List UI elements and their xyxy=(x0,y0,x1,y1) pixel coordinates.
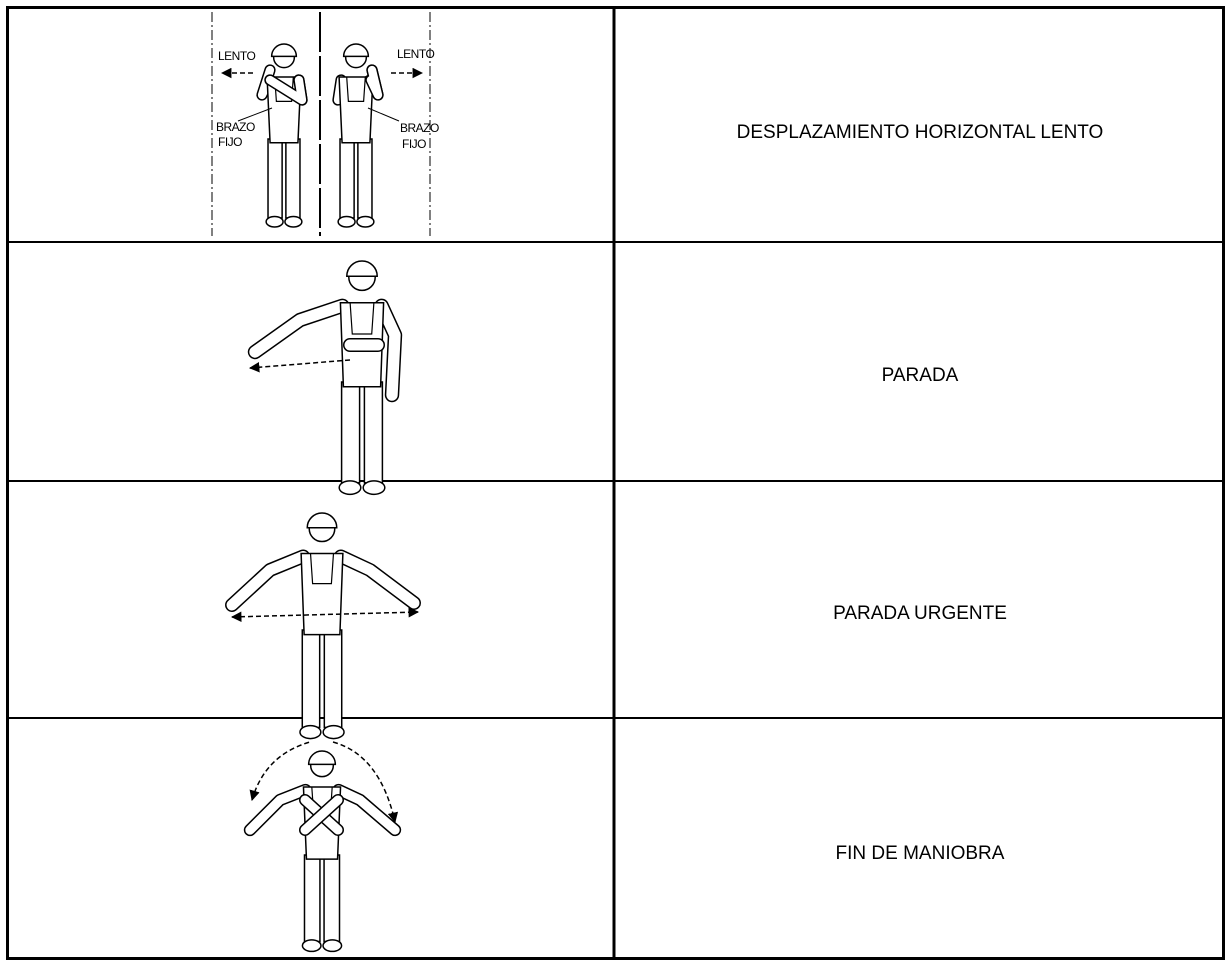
leg xyxy=(267,138,283,219)
signal-name: PARADA URGENTE xyxy=(833,603,1007,624)
foot xyxy=(362,480,386,496)
table-borders xyxy=(6,6,1225,960)
helmet xyxy=(270,43,298,58)
foot xyxy=(322,724,345,740)
foot xyxy=(265,215,284,228)
helmet xyxy=(342,43,370,58)
foot xyxy=(337,215,356,228)
torso xyxy=(338,76,374,144)
leg xyxy=(339,138,355,219)
leg xyxy=(285,138,301,219)
arm-fill xyxy=(245,785,311,835)
figure-text: LENTO xyxy=(397,47,434,61)
arm-fill xyxy=(366,65,383,100)
arm-fill xyxy=(335,550,420,609)
arm-fill xyxy=(226,550,309,611)
overall-straps xyxy=(346,76,366,102)
motion-arrow xyxy=(248,359,351,373)
pointer xyxy=(237,107,273,122)
leg xyxy=(301,629,321,729)
foot xyxy=(338,480,362,496)
torso xyxy=(300,552,344,636)
overall-straps xyxy=(309,553,335,585)
leg xyxy=(323,629,343,729)
row0-texts: LENTO BRAZO FIJO LENTO BRAZO FIJO xyxy=(216,47,440,151)
foot xyxy=(301,939,322,953)
figure-text: BRAZO xyxy=(216,120,255,134)
overall-straps xyxy=(349,302,375,335)
signal-name: PARADA xyxy=(882,365,959,386)
leg xyxy=(303,854,321,943)
arm-fill xyxy=(375,300,401,401)
row-labels: DESPLAZAMIENTO HORIZONTAL LENTO PARADA P… xyxy=(737,122,1104,864)
leg xyxy=(340,381,361,484)
pointer xyxy=(367,107,400,122)
figure-text: LENTO xyxy=(218,49,255,63)
motion-arrow xyxy=(332,741,399,824)
foot xyxy=(322,939,343,953)
helmet xyxy=(306,512,338,529)
arm-fill xyxy=(249,300,349,358)
foot xyxy=(284,215,303,228)
figure-text: FIJO xyxy=(218,135,242,149)
motion-arrow xyxy=(249,741,311,802)
foot xyxy=(356,215,375,228)
leg xyxy=(363,381,384,484)
arm-fill xyxy=(300,795,343,835)
figure-text: BRAZO xyxy=(400,121,439,135)
leg xyxy=(357,138,373,219)
motion-arrow xyxy=(230,607,420,622)
helmet xyxy=(346,260,378,277)
arm-fill xyxy=(265,75,307,105)
signal-name: FIN DE MANIOBRA xyxy=(836,843,1005,864)
helmet xyxy=(307,750,337,766)
arm-fill xyxy=(333,785,400,835)
figure-text: FIJO xyxy=(402,137,426,151)
leg xyxy=(323,854,341,943)
signal-name: DESPLAZAMIENTO HORIZONTAL LENTO xyxy=(737,122,1104,143)
foot xyxy=(299,724,322,740)
illustrations xyxy=(211,12,431,953)
